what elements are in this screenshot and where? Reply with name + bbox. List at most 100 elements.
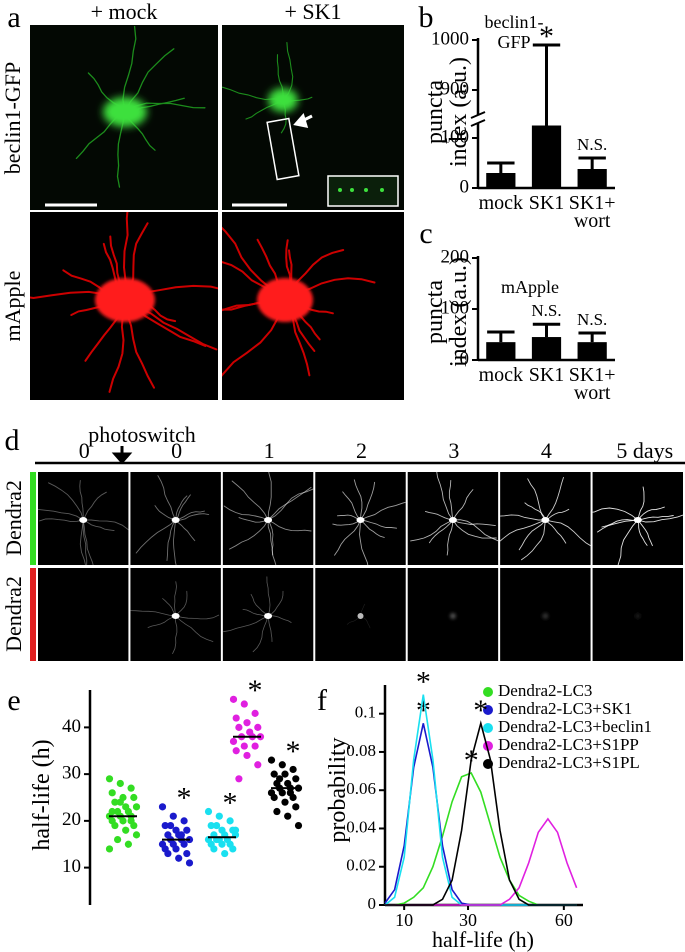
dendrite [452, 519, 497, 539]
soma [264, 613, 273, 619]
point [243, 751, 251, 760]
y-tick-label: 0.06 [346, 779, 376, 798]
soma [449, 613, 456, 619]
annotation: photoswitch [88, 422, 196, 447]
dendrite [336, 514, 361, 521]
panel-label: c [419, 217, 432, 250]
y-tick-label: 200 [441, 246, 470, 267]
legend-label: Dendra2-LC3+SK1 [498, 699, 632, 718]
dendrite [162, 598, 177, 617]
point [292, 803, 300, 811]
dendrite [38, 508, 84, 521]
dendrite [452, 489, 474, 521]
point [229, 737, 238, 746]
point [284, 812, 292, 820]
soma [448, 517, 457, 523]
y-tick-label: 40 [62, 716, 81, 737]
point [218, 840, 226, 848]
dendrite [175, 614, 220, 620]
soma [268, 88, 298, 112]
dendrite [342, 491, 361, 521]
dendrite [617, 519, 639, 565]
point [116, 779, 124, 788]
red-channel-bar [30, 568, 36, 661]
dendrite [175, 510, 205, 521]
dendrite [637, 519, 648, 546]
x-tick-label: SK1+ wort [568, 364, 616, 404]
dendrite [436, 472, 454, 521]
point [124, 840, 132, 848]
y-tick-label: 0 [460, 176, 470, 197]
point [294, 821, 303, 830]
dendrite [601, 519, 639, 528]
point [221, 849, 229, 858]
image-content [223, 472, 314, 565]
legend-label: Dendra2-LC3+S1PP [498, 735, 639, 754]
point [183, 849, 191, 858]
dendrite [48, 482, 84, 521]
point [229, 695, 238, 703]
x-tick-label: SK1 [528, 192, 565, 214]
curve [385, 720, 577, 906]
image-content [592, 486, 683, 565]
dendrite [82, 519, 129, 531]
image-content [222, 42, 399, 207]
puncta [364, 188, 368, 192]
time-label: 1 [264, 438, 275, 463]
dendrite [448, 479, 454, 521]
image-content [30, 212, 218, 393]
dendrite [360, 519, 398, 529]
y-axis-label: puncta index (a.u.) [422, 257, 472, 367]
y-tick-label: 10 [62, 856, 81, 877]
bar [486, 173, 516, 188]
dendrite [223, 615, 269, 633]
point [289, 765, 297, 774]
soma [542, 613, 549, 619]
image-content [45, 25, 206, 207]
dendrite [175, 494, 191, 521]
dendrite [82, 519, 88, 565]
micrograph [38, 568, 129, 661]
row-label: Dendra2 [1, 576, 26, 652]
point [267, 756, 276, 764]
dendrite [175, 590, 188, 617]
point [273, 807, 281, 816]
dendrite [637, 486, 645, 521]
dendrite [79, 480, 84, 521]
dendrite [223, 505, 269, 521]
dendrite [334, 519, 361, 556]
point [243, 719, 251, 727]
axis-break [470, 111, 486, 119]
dendrite [544, 519, 591, 547]
arrow [111, 446, 133, 465]
bar [531, 125, 562, 188]
dendrite [637, 514, 683, 523]
point [122, 826, 130, 834]
dendrite [544, 519, 567, 544]
annotation: * [177, 782, 192, 815]
dendrite [518, 519, 546, 551]
image-content [449, 613, 456, 619]
dendrite [500, 514, 546, 521]
soma [171, 613, 180, 619]
point [270, 770, 278, 778]
image-content [634, 613, 641, 619]
dendrite [252, 615, 269, 653]
dendrite [637, 515, 674, 521]
y-tick-label: 100 [441, 126, 470, 147]
point [177, 831, 185, 839]
y-tick-label: 0 [368, 894, 377, 913]
point [108, 807, 116, 816]
time-label: 0 [79, 438, 90, 463]
dendrite [424, 510, 454, 521]
point [183, 826, 191, 834]
dendrite [229, 519, 269, 550]
dendrite [446, 519, 454, 556]
y-axis-label: puncta index (a.u.) [422, 57, 472, 167]
point [172, 845, 180, 853]
annotation: * [416, 665, 431, 698]
point [105, 775, 114, 783]
point [251, 742, 259, 750]
puncta [380, 188, 384, 192]
dendrite [242, 609, 269, 617]
